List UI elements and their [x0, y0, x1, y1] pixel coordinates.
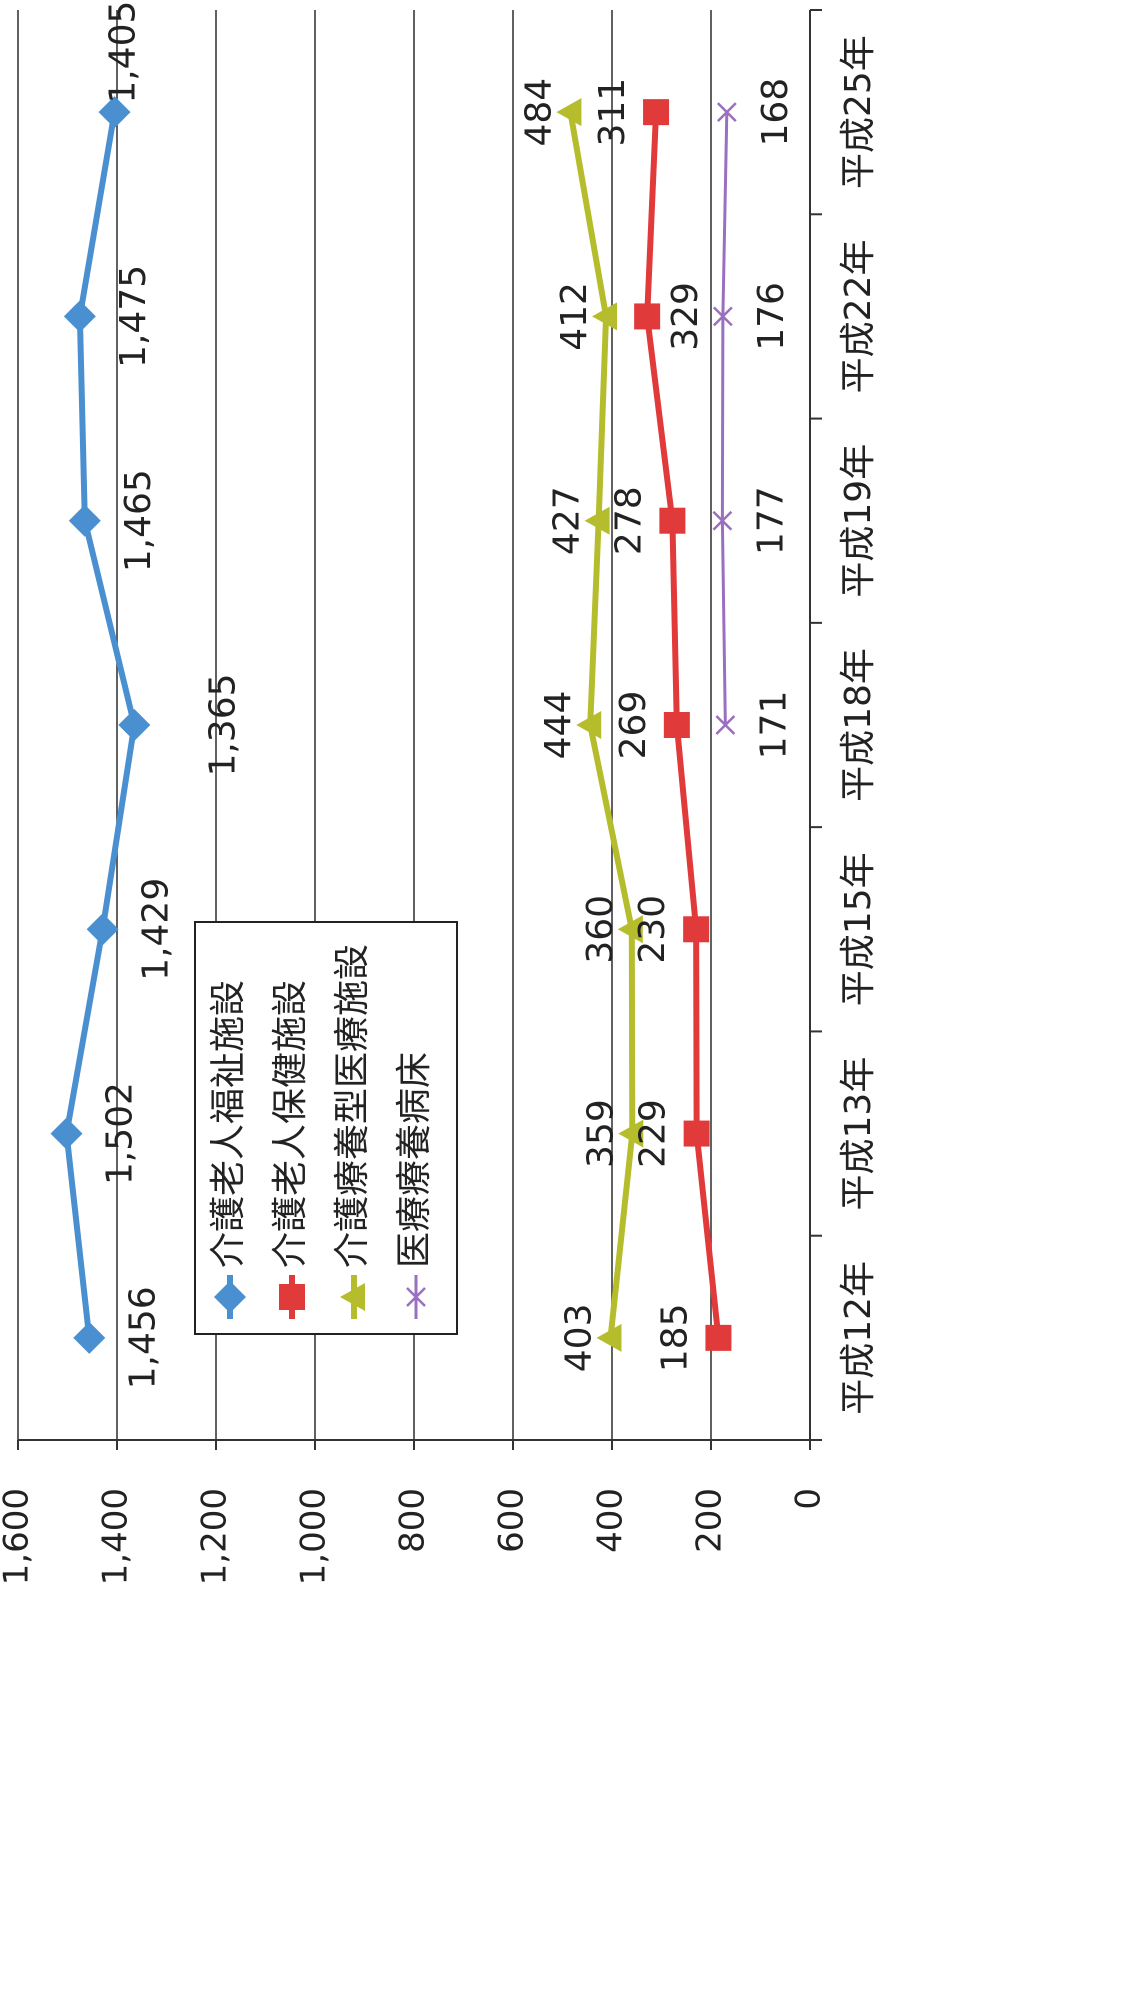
category-label: 平成19年 — [838, 444, 879, 598]
series-2-point — [683, 1120, 710, 1147]
value-tick-label: 1,200 — [195, 1488, 235, 1585]
series-2 — [634, 99, 732, 1351]
category-label: 平成13年 — [838, 1057, 879, 1211]
series-1-point — [68, 504, 101, 537]
series-2-point — [659, 507, 686, 534]
data-labels: 1,456 1,502 1,429 1,365 1,465 1,475 1,405 185 22… — [100, 1, 796, 1390]
series-1-point — [73, 1321, 106, 1354]
series-group — [50, 96, 737, 1354]
series-3-data-label: 360 — [580, 895, 621, 964]
category-label: 平成12年 — [838, 1261, 879, 1415]
series-3-point — [592, 302, 618, 331]
series-3-point — [556, 98, 582, 127]
category-label: 平成18年 — [838, 648, 879, 802]
value-tick-label: 0 — [789, 1488, 829, 1510]
series-4-data-label: 168 — [755, 78, 796, 147]
value-tick-label: 1,000 — [294, 1488, 334, 1585]
series-2-point — [705, 1324, 732, 1351]
series-1 — [50, 96, 151, 1354]
series-3-point — [618, 1119, 644, 1148]
value-tick-label: 200 — [690, 1488, 730, 1553]
series-4-data-label: 171 — [753, 691, 794, 760]
series-4-data-label: 176 — [751, 282, 792, 351]
series-2-data-label: 269 — [613, 691, 654, 760]
gridlines — [17, 10, 712, 1440]
series-4-data-label: 177 — [750, 486, 791, 555]
series-1-data-label: 1,502 — [100, 1082, 141, 1185]
series-1-point — [98, 96, 131, 129]
axes: 0 200 400 600 800 1,000 1,200 1,400 1,600 平成12年 平成… — [0, 9, 879, 1585]
series-1-point — [50, 1117, 83, 1150]
series-1-point — [86, 913, 119, 946]
legend-marker — [279, 1284, 305, 1310]
legend-label: 介護老人保健施設 — [270, 980, 311, 1268]
series-4-point — [712, 306, 733, 327]
series-4-point — [716, 102, 737, 123]
series-2-data-label: 329 — [665, 282, 706, 351]
x-stroke — [712, 306, 733, 327]
series-2-data-label: 311 — [592, 78, 633, 147]
value-tick-label: 1,600 — [0, 1488, 37, 1585]
series-2-data-label: 278 — [608, 486, 649, 555]
series-1-data-label: 1,475 — [113, 265, 154, 368]
series-2-point — [643, 99, 670, 126]
legend-box — [194, 921, 458, 1335]
series-1-point — [118, 709, 151, 741]
x-stroke — [406, 1287, 426, 1307]
series-1-data-label: 1,465 — [118, 469, 159, 572]
legend-marker — [340, 1283, 365, 1311]
legend-label: 医療療養病床 — [394, 1052, 435, 1268]
value-tick-label: 1,400 — [96, 1488, 136, 1585]
series-4-point — [715, 715, 736, 735]
series-4 — [712, 102, 737, 735]
value-tick-label: 800 — [393, 1488, 433, 1553]
series-3-data-label: 444 — [538, 691, 579, 760]
category-label: 平成22年 — [838, 240, 879, 394]
series-2-data-label: 229 — [633, 1099, 674, 1168]
series-2-data-label: 230 — [632, 895, 673, 964]
series-3-point — [584, 506, 610, 535]
series-1-data-label: 1,429 — [136, 878, 177, 981]
series-1-data-label: 1,405 — [103, 1, 144, 104]
category-label: 平成25年 — [838, 35, 879, 189]
series-3-point — [596, 1323, 622, 1352]
series-2-point — [634, 303, 661, 330]
series-3-data-label: 359 — [580, 1099, 621, 1168]
value-tick-label: 600 — [492, 1488, 532, 1553]
series-1-point — [63, 300, 96, 333]
series-3-data-label: 412 — [554, 282, 595, 351]
value-tick-label: 400 — [591, 1488, 631, 1553]
legend-label: 介護老人福祉施設 — [208, 980, 249, 1268]
series-3-point — [576, 711, 602, 739]
legend-label: 介護療養型医療施設 — [332, 944, 373, 1268]
series-4-line — [720, 112, 729, 726]
x-stroke — [712, 510, 733, 531]
series-2-point — [663, 712, 690, 738]
series-3-data-label: 403 — [559, 1303, 600, 1372]
legend: 介護老人福祉施設 介護老人保健施設 介護療養型医療施設 医療療養病床 — [194, 921, 458, 1335]
series-3-point — [617, 915, 643, 944]
series-2-data-label: 185 — [654, 1303, 695, 1372]
legend-marker — [406, 1287, 426, 1307]
x-stroke — [716, 102, 737, 123]
series-3-data-label: 427 — [547, 486, 588, 555]
legend-marker — [214, 1281, 246, 1313]
series-3 — [556, 98, 644, 1352]
series-2-point — [683, 916, 710, 943]
series-1-data-label: 1,456 — [122, 1286, 163, 1389]
series-3-data-label: 484 — [518, 78, 559, 147]
series-4-point — [712, 510, 733, 531]
category-label: 平成15年 — [838, 852, 879, 1006]
series-1-data-label: 1,365 — [202, 673, 243, 776]
x-stroke — [715, 715, 736, 735]
